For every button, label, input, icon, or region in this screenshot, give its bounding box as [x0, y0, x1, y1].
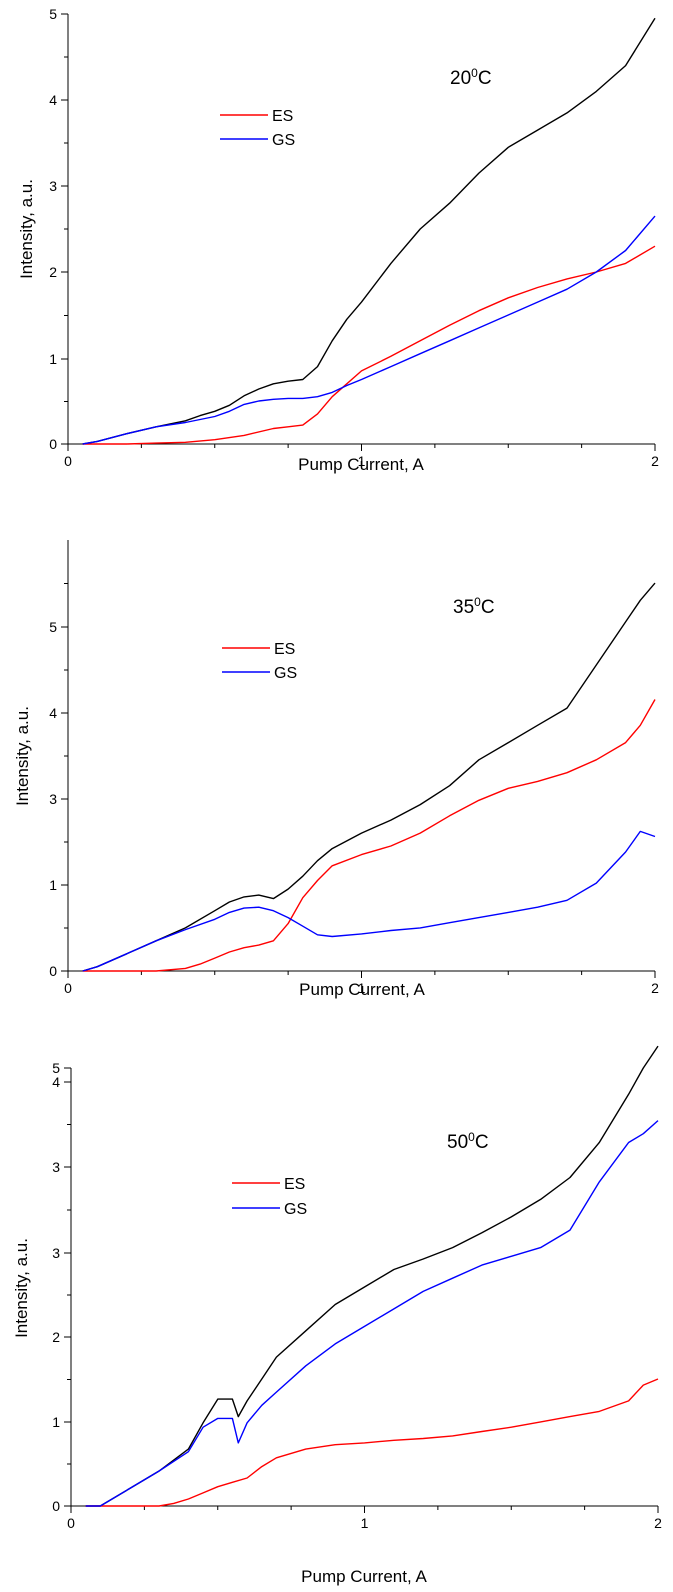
series-es-line: [82, 699, 656, 972]
temperature-value: 35: [453, 597, 474, 618]
series-es-line: [82, 245, 656, 445]
temperature-label: 200C: [450, 66, 492, 89]
y-tick-label: 0: [49, 436, 57, 452]
y-tick-label: 4: [49, 705, 57, 721]
legend-gs-label: GS: [272, 132, 295, 149]
temperature-degree: 0: [474, 595, 481, 609]
series-gs-line: [85, 1120, 659, 1507]
temperature-unit: C: [481, 597, 495, 618]
y-tick-label: 0: [49, 963, 57, 979]
y-tick-label: 5: [49, 6, 57, 22]
x-tick-label: 0: [64, 453, 72, 469]
temperature-degree: 0: [471, 66, 478, 80]
x-axis-title: Pump Current, A: [299, 980, 425, 999]
series-total-line: [85, 1045, 659, 1507]
temperature-value: 50: [447, 1132, 468, 1153]
y-axis-title: Intensity, a.u.: [12, 1238, 31, 1338]
x-tick-label: 1: [358, 980, 366, 996]
y-tick-label: 3: [49, 791, 57, 807]
legend-gs-label: GS: [284, 1201, 307, 1218]
y-tick-label: 4: [52, 1074, 60, 1090]
y-tick-label: 1: [49, 877, 57, 893]
legend: ES GS: [220, 108, 295, 149]
y-tick-label: 2: [52, 1329, 60, 1345]
y-tick-label: 3: [49, 178, 57, 194]
series-total-line: [82, 582, 656, 972]
legend-es-label: ES: [272, 108, 293, 125]
x-tick-label: 0: [64, 980, 72, 996]
y-tick-label: 1: [49, 351, 57, 367]
series-gs-line: [82, 830, 656, 972]
y-tick-label: 3: [52, 1159, 60, 1175]
ticks: 0 1 2 0 1 2 3 3 45: [52, 1060, 662, 1531]
x-axis-title: Pump Current, A: [301, 1567, 427, 1586]
temperature-label: 500C: [447, 1130, 489, 1153]
legend-es-label: ES: [284, 1176, 305, 1193]
y-tick-label: 2: [49, 264, 57, 280]
y-tick-label: 5: [49, 619, 57, 635]
temperature-unit: C: [478, 68, 492, 89]
x-tick-label: 1: [361, 1515, 369, 1531]
temperature-value: 20: [450, 68, 471, 89]
series-total-line: [82, 17, 656, 445]
temperature-degree: 0: [468, 1130, 475, 1144]
y-tick-label: 1: [52, 1414, 60, 1430]
series-es-line: [85, 1378, 659, 1507]
axes: [67, 540, 655, 972]
y-tick-label: 4: [49, 92, 57, 108]
series-layer: [82, 17, 656, 445]
legend: ES GS: [222, 641, 297, 682]
x-tick-label: 2: [651, 980, 659, 996]
x-axis-title: Pump Current, A: [298, 455, 424, 474]
x-tick-label: 2: [651, 453, 659, 469]
chart-panel-35c: 0 1 2 0 1 3 4 5 Intensity, a.u. Pump Current, A…: [13, 540, 659, 999]
y-tick-label: 3: [52, 1245, 60, 1261]
y-axis-title: Intensity, a.u.: [13, 706, 32, 806]
temperature-unit: C: [475, 1132, 489, 1153]
legend: ES GS: [232, 1176, 307, 1218]
series-layer: [85, 1045, 659, 1507]
x-tick-label: 1: [358, 453, 366, 469]
chart-panel-50c: 0 1 2 0 1 2 3 3 45 Intensity, a.u. Pump Current,…: [12, 1045, 662, 1586]
series-layer: [82, 582, 656, 972]
legend-es-label: ES: [274, 641, 295, 658]
y-tick-label: 0: [52, 1498, 60, 1514]
legend-gs-label: GS: [274, 665, 297, 682]
y-axis-title: Intensity, a.u.: [17, 179, 36, 279]
ticks: 0 1 2 0 1 3 4 5: [49, 583, 659, 996]
temperature-label: 350C: [453, 595, 495, 618]
x-tick-label: 2: [654, 1515, 662, 1531]
y-tick-label: 5: [52, 1060, 60, 1076]
series-gs-line: [82, 215, 656, 445]
x-tick-label: 0: [67, 1515, 75, 1531]
